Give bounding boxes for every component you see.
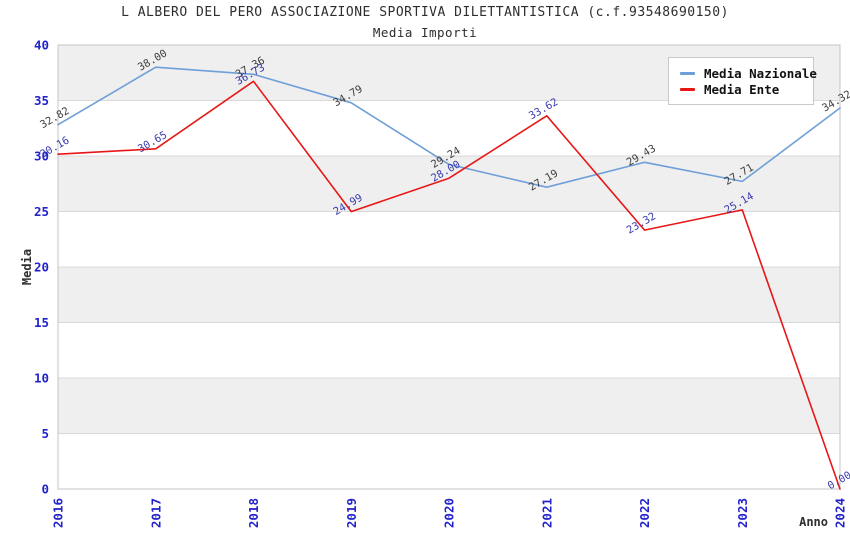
x-tick-label: 2017 xyxy=(148,498,163,528)
chart-subtitle: Media Importi xyxy=(372,25,478,40)
point-label: 30.65 xyxy=(136,129,169,155)
x-tick-label: 2018 xyxy=(246,498,261,528)
y-tick-label: 0 xyxy=(41,482,49,497)
x-tick-label: 2019 xyxy=(344,498,359,528)
x-tick-label: 2024 xyxy=(833,498,848,528)
series-line-media-ente xyxy=(57,80,841,490)
y-tick-label: 5 xyxy=(41,426,49,441)
x-tick-label: 2022 xyxy=(637,498,652,528)
y-tick-label: 10 xyxy=(34,371,49,386)
y-tick-label: 30 xyxy=(34,149,49,164)
point-label: 23.32 xyxy=(625,210,658,236)
point-label: 32.82 xyxy=(38,105,71,131)
chart-title: L ALBERO DEL PERO ASSOCIAZIONE SPORTIVA … xyxy=(121,5,729,20)
x-tick-label: 2020 xyxy=(442,498,457,528)
legend-swatch-icon xyxy=(680,87,695,91)
y-tick-label: 20 xyxy=(34,260,49,275)
legend: Media Nazionale Media Ente xyxy=(668,57,817,105)
grid-band xyxy=(58,267,840,323)
legend-item: Media Ente xyxy=(680,81,803,97)
legend-label: Media Nazionale xyxy=(704,65,817,81)
series-line-media-nazionale xyxy=(57,66,841,188)
x-tick-label: 2016 xyxy=(51,498,66,528)
legend-swatch-icon xyxy=(680,71,695,75)
grid-band xyxy=(58,378,840,434)
x-tick-label: 2021 xyxy=(539,498,554,528)
y-tick-label: 25 xyxy=(34,204,49,219)
x-axis-title: Anno xyxy=(799,515,828,529)
plot-border xyxy=(57,44,841,490)
legend-label: Media Ente xyxy=(704,81,780,97)
x-tick-label: 2023 xyxy=(735,498,750,528)
y-axis-title: Media xyxy=(20,249,34,285)
legend-item: Media Nazionale xyxy=(680,65,817,81)
grid-band xyxy=(58,156,840,212)
y-tick-label: 15 xyxy=(34,315,49,330)
y-tick-label: 40 xyxy=(34,38,49,53)
y-tick-label: 35 xyxy=(34,93,49,108)
